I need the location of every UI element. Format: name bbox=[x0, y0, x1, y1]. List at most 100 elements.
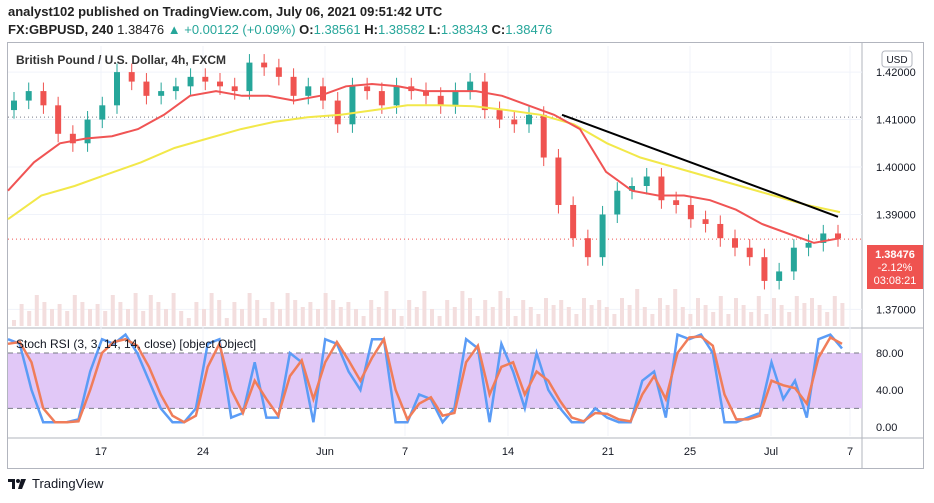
candle-body bbox=[55, 105, 62, 134]
candle-body bbox=[40, 91, 47, 106]
volume-bar bbox=[536, 314, 541, 326]
volume-bar bbox=[80, 302, 85, 326]
volume-bar bbox=[202, 309, 206, 326]
volume-bar bbox=[247, 293, 252, 326]
symbol-ohlc-line: FX:GBPUSD, 240 1.38476 ▲ +0.00122 (+0.09… bbox=[8, 22, 552, 37]
candle-body bbox=[820, 233, 827, 243]
price-tick-label: 1.40000 bbox=[876, 162, 916, 174]
volume-bar bbox=[57, 304, 62, 326]
volume-bar bbox=[711, 312, 716, 326]
candle-body bbox=[305, 86, 312, 96]
candle-body bbox=[673, 200, 680, 205]
volume-bar bbox=[399, 316, 404, 326]
candle-body bbox=[69, 133, 76, 144]
candle-body bbox=[11, 100, 17, 111]
volume-bar bbox=[126, 309, 130, 326]
candle-body bbox=[202, 76, 209, 82]
volume-bar bbox=[445, 300, 450, 326]
volume-bar bbox=[361, 316, 366, 326]
candle-body bbox=[570, 204, 577, 239]
time-tick-label: 25 bbox=[684, 446, 696, 458]
volume-bar bbox=[369, 300, 374, 326]
volume-bar bbox=[285, 293, 290, 326]
price-tick-label: 1.39000 bbox=[876, 209, 916, 221]
chart-title: British Pound / U.S. Dollar, 4h, FXCM bbox=[16, 53, 226, 67]
rsi-band bbox=[8, 353, 862, 409]
trendline bbox=[561, 113, 839, 218]
volume-bar bbox=[50, 309, 54, 326]
candle-body bbox=[481, 81, 488, 111]
high-label: H: bbox=[364, 22, 378, 37]
volume-bar bbox=[156, 302, 161, 326]
volume-bar bbox=[148, 295, 153, 326]
volume-bar bbox=[840, 303, 845, 326]
candle-body bbox=[702, 219, 709, 224]
volume-bar bbox=[209, 293, 214, 326]
volume-bar bbox=[627, 305, 632, 326]
volume-bar bbox=[756, 296, 761, 326]
volume-bar bbox=[262, 318, 267, 326]
candle-body bbox=[84, 119, 91, 144]
volume-bar bbox=[437, 316, 442, 326]
candle-body bbox=[732, 238, 738, 248]
volume-bar bbox=[703, 305, 708, 326]
time-tick-label: 24 bbox=[197, 446, 209, 458]
volume-bar bbox=[490, 307, 495, 326]
candle-body bbox=[217, 81, 223, 87]
price-tag bbox=[867, 245, 923, 289]
candle-body bbox=[378, 91, 385, 106]
candle-body bbox=[496, 110, 503, 120]
volume-bar bbox=[240, 309, 244, 326]
candle-body bbox=[614, 190, 621, 215]
volume-bar bbox=[741, 305, 746, 326]
candle-body bbox=[599, 214, 606, 258]
volume-bar bbox=[825, 312, 830, 326]
volume-bar bbox=[103, 311, 108, 326]
stoch-d-line bbox=[7, 335, 843, 424]
price-tick-label: 1.41000 bbox=[876, 115, 916, 127]
candle-body bbox=[393, 86, 400, 106]
volume-bar bbox=[460, 291, 465, 326]
candle-body bbox=[526, 114, 532, 125]
volume-bar bbox=[217, 300, 222, 326]
volume-bar bbox=[498, 291, 503, 326]
volume-bar bbox=[513, 316, 518, 326]
volume-bar bbox=[544, 298, 548, 326]
volume-bar bbox=[65, 311, 70, 326]
candle-body bbox=[349, 86, 356, 125]
candle-body bbox=[246, 62, 253, 92]
candle-body bbox=[364, 86, 371, 92]
up-arrow-icon: ▲ bbox=[167, 22, 181, 37]
volume-bar bbox=[604, 307, 609, 326]
volume-bar bbox=[642, 307, 647, 326]
volume-bar bbox=[164, 309, 168, 326]
candle-body bbox=[467, 81, 474, 92]
volume-bar bbox=[232, 302, 237, 326]
volume-bar bbox=[27, 311, 32, 326]
volume-bar bbox=[133, 293, 138, 326]
rsi-title: Stoch RSI (3, 3, 14, 14, close) [object … bbox=[16, 337, 256, 351]
candle-body bbox=[555, 157, 562, 205]
volume-bar bbox=[278, 309, 282, 326]
footer-brand: TradingView bbox=[8, 476, 104, 491]
candle-body bbox=[172, 86, 179, 92]
volume-bar bbox=[422, 291, 427, 326]
volume-bar bbox=[551, 305, 556, 326]
tradingview-logo-icon bbox=[8, 478, 26, 489]
candle-body bbox=[452, 91, 459, 106]
low-label: L: bbox=[428, 22, 441, 37]
candle-body bbox=[835, 233, 841, 239]
volume-bar bbox=[810, 298, 814, 326]
symbol-name[interactable]: FX:GBPUSD, 240 bbox=[8, 22, 114, 37]
volume-bar bbox=[392, 309, 396, 326]
volume-bar bbox=[468, 298, 472, 326]
volume-bar bbox=[528, 307, 533, 326]
volume-bar bbox=[521, 300, 526, 326]
slow-moving-average-line bbox=[7, 104, 841, 221]
volume-bar bbox=[483, 300, 488, 326]
volume-bar bbox=[772, 298, 776, 326]
candle-body bbox=[437, 95, 444, 106]
volume-bar bbox=[110, 295, 115, 326]
candle-body bbox=[423, 91, 429, 96]
